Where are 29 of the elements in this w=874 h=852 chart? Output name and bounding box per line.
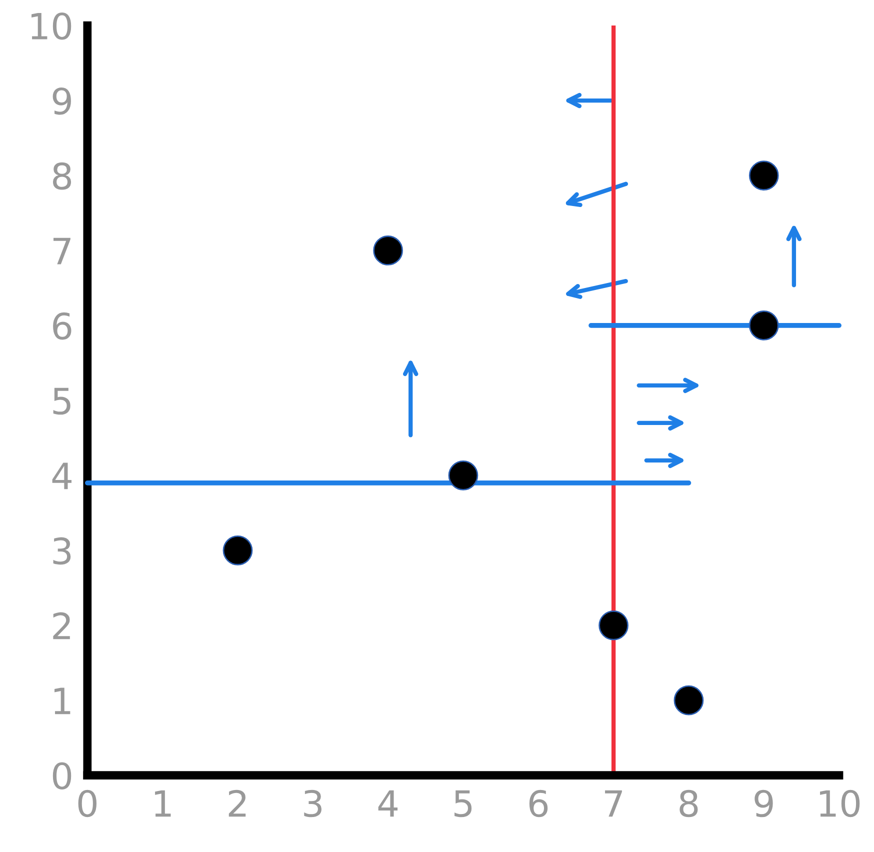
point (373, 236, 403, 266)
x-tick-label: 6 (529, 790, 548, 818)
y-tick-label: 5 (53, 388, 70, 415)
y-tick-label: 6 (53, 312, 72, 340)
y-tick-label: 4 (52, 462, 72, 490)
y-tick-label: 8 (52, 162, 72, 190)
point (674, 685, 704, 716)
point (598, 610, 628, 640)
point (448, 460, 478, 490)
x-tick-label: 3 (304, 790, 322, 818)
point (748, 310, 779, 340)
x-tick-label: 8 (680, 790, 698, 818)
y-tick-label: 2 (53, 612, 70, 640)
x-tick-label: 1 (155, 790, 171, 817)
point (748, 160, 779, 190)
x-tick-label: 4 (378, 790, 398, 817)
y-tick-label: 3 (53, 537, 71, 565)
y-tick-label: 9 (52, 87, 71, 115)
point (222, 535, 253, 566)
x-tick-label: 9 (754, 790, 773, 818)
x-tick-label: 7 (605, 790, 622, 817)
y-tick-label: 7 (54, 238, 70, 264)
y-tick-label: 1 (54, 688, 70, 714)
y-tick-label: 0 (52, 762, 72, 790)
x-tick-label: 10 (820, 790, 860, 818)
x-tick-label: 5 (454, 790, 472, 818)
x-tick-label: 0 (78, 790, 96, 818)
x-tick-label: 2 (228, 790, 246, 817)
y-tick-label: 10 (32, 12, 72, 40)
